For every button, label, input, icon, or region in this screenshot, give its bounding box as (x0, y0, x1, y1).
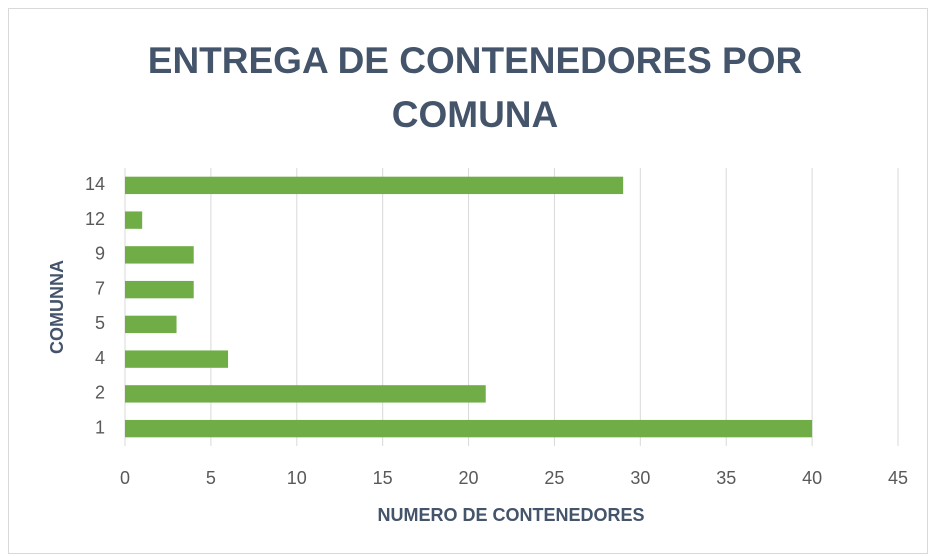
bar (125, 176, 624, 195)
y-tick-label: 1 (95, 417, 105, 437)
x-tick-label: 5 (206, 468, 216, 488)
y-tick-label: 9 (95, 244, 105, 264)
bar (125, 280, 194, 299)
x-tick-label: 0 (120, 468, 130, 488)
x-tick-label: 35 (716, 468, 736, 488)
bar (125, 385, 486, 403)
x-tick-label: 40 (802, 468, 822, 488)
y-tick-label: 12 (85, 209, 105, 229)
bar (125, 246, 194, 264)
y-tick-label: 2 (95, 383, 105, 403)
y-tick-label: 14 (85, 174, 105, 194)
y-tick-label: 4 (95, 348, 105, 368)
x-tick-label: 20 (459, 468, 479, 488)
y-tick-label: 7 (95, 278, 105, 298)
y-axis-title: COMUNNA (47, 260, 67, 354)
x-tick-label: 10 (287, 468, 307, 488)
x-tick-label: 25 (544, 468, 564, 488)
y-tick-label: 5 (95, 313, 105, 333)
chart-frame (8, 8, 928, 554)
x-tick-label: 30 (630, 468, 650, 488)
x-tick-label: 45 (888, 468, 908, 488)
bar (125, 419, 813, 438)
bar (125, 350, 229, 368)
x-tick-label: 15 (373, 468, 393, 488)
bar (125, 211, 143, 229)
x-axis-title: NUMERO DE CONTENEDORES (377, 505, 644, 525)
bar (125, 315, 177, 334)
chart-title: ENTREGA DE CONTENEDORES POR COMUNA (147, 40, 803, 135)
